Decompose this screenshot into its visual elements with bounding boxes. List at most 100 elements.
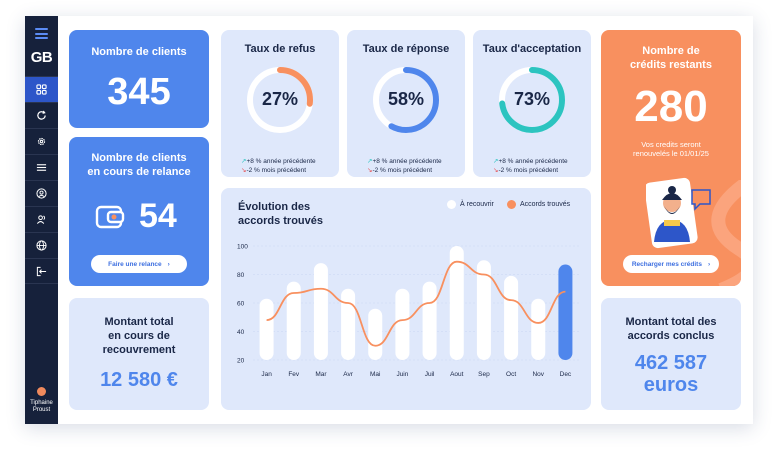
x-tick-label: Fev <box>288 371 300 378</box>
acceptation-notes: ↗+8 % année précédente ↘-2 % mois précéd… <box>493 157 568 175</box>
reponse-gauge <box>373 67 439 133</box>
evolution-chart: 100 80 60 40 20 Jan Fev Mar Avr Mai Juin Juil Aout Se… <box>237 244 579 378</box>
sidebar-item-globe[interactable] <box>25 232 58 258</box>
sidebar-item-users[interactable] <box>25 206 58 232</box>
credits-card: Nombre de crédits restants 280 Vos credi… <box>601 30 741 286</box>
clients-title: Nombre de clients <box>91 46 187 58</box>
x-tick-label: Mar <box>315 371 327 378</box>
accords-title-1: Montant total des <box>625 316 717 328</box>
credits-value: 280 <box>634 82 708 131</box>
x-tick-label: Jan <box>261 371 272 378</box>
sidebar-item-logout[interactable] <box>25 258 58 284</box>
acceptation-note-down: -2 % mois précédent <box>498 167 559 174</box>
y-tick-label: 80 <box>237 272 245 279</box>
x-tick-label: Juil <box>425 371 435 378</box>
user-first-name: Tiphaine <box>30 400 53 406</box>
bar-mai <box>368 308 383 360</box>
clients-card: Nombre de clients 345 <box>69 30 209 128</box>
acceptation-gauge <box>499 67 565 133</box>
refus-note-up: +8 % année précédente <box>246 158 316 165</box>
trend-up-icon: ↗ <box>493 158 499 165</box>
x-tick-label: Nov <box>532 371 544 378</box>
x-tick-label: Avr <box>343 371 353 378</box>
reponse-value: 58% <box>387 89 425 109</box>
sidebar: GB <box>25 16 58 424</box>
sidebar-item-list[interactable] <box>25 154 58 180</box>
x-tick-label: Aout <box>450 371 464 378</box>
reponse-gauge-arc <box>373 67 439 133</box>
users-icon <box>36 215 46 224</box>
acceptation-gauge-arc <box>499 67 565 133</box>
refus-card: Taux de refus 27% ↗+8 % année précédente… <box>221 30 339 177</box>
bar-jan <box>259 298 274 360</box>
legend-swatch <box>447 200 456 209</box>
bar-aout <box>449 246 464 360</box>
reponse-title: Taux de réponse <box>362 43 450 55</box>
bar-fev <box>286 281 301 360</box>
user-profile[interactable]: Tiphaine Proust <box>25 387 58 414</box>
legend-item-accords-trouves: Accords trouvés <box>507 200 570 209</box>
legend-item-a-recouvrir: À recouvrir <box>447 200 494 209</box>
chart-title-line1: Évolution des <box>238 201 311 213</box>
app-logo[interactable]: GB <box>31 49 53 66</box>
credits-sub-2: renouvelés le 01/01/25 <box>633 149 709 158</box>
bar-oct <box>504 275 519 360</box>
sidebar-item-refresh[interactable] <box>25 102 58 128</box>
relance-value: 54 <box>139 197 177 235</box>
credits-title-2: crédits restants <box>630 59 712 71</box>
trend-down-icon: ↘ <box>241 167 247 174</box>
avatar-illustration <box>646 177 711 249</box>
list-icon <box>36 164 47 171</box>
recouvrement-value: 12 580 € <box>100 369 178 391</box>
accords-trouves-line <box>266 260 566 347</box>
trend-down-icon: ↘ <box>493 167 499 174</box>
refresh-icon <box>37 110 46 120</box>
accords-card: Montant total des accords conclus 462 58… <box>601 298 741 410</box>
sidebar-item-settings[interactable] <box>25 128 58 154</box>
bar-juin <box>395 288 410 360</box>
user-circle-icon <box>36 188 47 199</box>
y-tick-label: 20 <box>237 358 245 365</box>
menu-icon[interactable] <box>35 28 48 39</box>
recouvrement-card: Montant total en cours de recouvrement 1… <box>69 298 209 410</box>
relance-title-1: Nombre de clients <box>91 152 187 164</box>
credits-title-1: Nombre de <box>642 45 700 57</box>
trend-up-icon: ↗ <box>241 158 247 165</box>
globe-icon <box>36 240 47 251</box>
recouvrement-title-3: recouvrement <box>102 344 176 356</box>
relance-button[interactable]: Faire une relance › <box>91 255 187 273</box>
sidebar-item-profile[interactable] <box>25 180 58 206</box>
x-tick-label: Dec <box>560 371 572 378</box>
recharge-button-label: Recharger mes crédits <box>631 260 702 268</box>
accords-title-2: accords conclus <box>627 330 715 342</box>
y-tick-label: 100 <box>237 244 248 251</box>
chart-card: Évolution des accords trouvés À recouvri… <box>221 188 591 410</box>
refus-title: Taux de refus <box>244 43 316 55</box>
x-tick-label: Juin <box>396 371 408 378</box>
trend-down-icon: ↘ <box>367 167 373 174</box>
legend-label: Accords trouvés <box>520 201 571 208</box>
dashboard-frame: GB <box>25 16 753 424</box>
accords-value-2: euros <box>643 374 699 396</box>
bar-nov <box>531 298 546 360</box>
sidebar-item-dashboard[interactable] <box>25 76 58 102</box>
y-tick-label: 40 <box>237 329 245 336</box>
chart-title: Évolution des accords trouvés <box>238 200 323 228</box>
trend-up-icon: ↗ <box>367 158 373 165</box>
recharge-credits-button[interactable]: Recharger mes crédits › <box>623 255 719 273</box>
reponse-notes: ↗+8 % année précédente ↘-2 % mois précéd… <box>367 157 442 175</box>
x-tick-label: Oct <box>506 371 516 378</box>
refus-gauge <box>247 67 313 133</box>
chevron-right-icon: › <box>167 260 170 268</box>
reponse-note-up: +8 % année précédente <box>372 158 442 165</box>
refus-value: 27% <box>261 89 299 109</box>
x-tick-label: Sep <box>478 371 490 378</box>
bar-dec <box>558 264 573 360</box>
relance-card: Nombre de clients en cours de relance 54… <box>69 137 209 286</box>
bar-sep <box>476 260 491 360</box>
legend-label: À recouvrir <box>460 201 494 208</box>
bar-juil <box>422 281 437 360</box>
user-last-name: Proust <box>32 407 51 413</box>
avatar <box>37 387 46 396</box>
y-tick-label: 60 <box>237 301 245 308</box>
